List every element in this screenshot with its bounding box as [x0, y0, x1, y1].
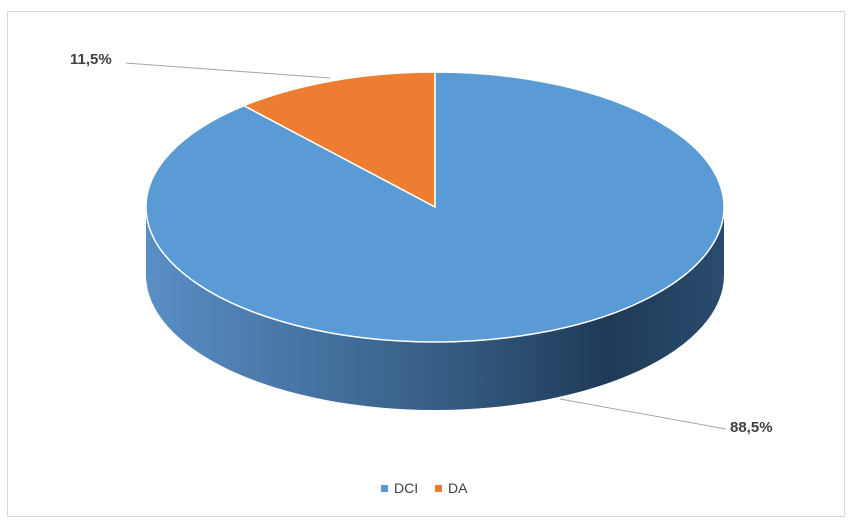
- leader-line-da: [125, 62, 331, 79]
- pie-slice-da: [242, 71, 436, 209]
- pie-side-wall: [146, 207, 724, 410]
- legend-label-dci: DCI: [394, 480, 418, 496]
- pie-slice-dci: [145, 71, 725, 343]
- legend-swatch-dci: [381, 485, 388, 492]
- legend-label-da: DA: [448, 480, 468, 496]
- legend-swatch-da: [435, 485, 442, 492]
- leader-line-dci: [559, 398, 727, 430]
- data-label-dci: 88,5%: [730, 419, 773, 436]
- data-label-da: 11,5%: [70, 51, 112, 68]
